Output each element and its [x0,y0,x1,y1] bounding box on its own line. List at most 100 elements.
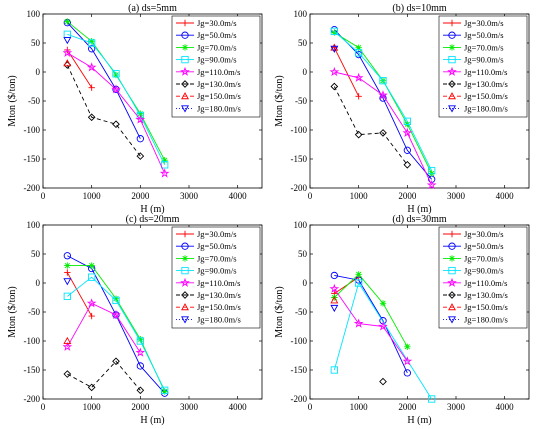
legend: Jg=30.0m/s Jg=50.0m/s Jg=70.0m/s Jg=90.0m/s… [438,226,528,329]
y-tick-label: 0 [303,278,308,288]
x-tick-label: 0 [308,191,313,201]
x-tick-label: 4000 [229,402,248,412]
legend-entry: Jg=50.0m/s [176,30,237,40]
x-tick-label: 2000 [398,191,417,201]
data-point [330,304,339,313]
data-point [330,43,339,51]
legend-label: Jg=30.0m/s [197,229,237,239]
y-tick-label: -200 [24,394,41,404]
legend-marker [447,66,457,76]
legend-label: Jg=70.0m/s [464,253,504,263]
legend-label: Jg=50.0m/s [197,241,237,251]
legend: Jg=30.0m/s Jg=50.0m/s Jg=70.0m/s Jg=90.0m/s… [438,15,528,118]
data-point [111,309,121,320]
legend-label: Jg=30.0m/s [464,229,504,239]
y-tick-label: -150 [24,154,41,164]
legend-marker [181,242,189,250]
data-point [329,283,340,293]
y-tick-label: 100 [27,9,41,19]
series-line [67,276,166,391]
x-axis-label: H (m) [140,204,164,215]
x-tick-label: 4000 [496,191,515,201]
x-tick-label: 3000 [180,191,199,201]
legend-marker [448,80,456,88]
legend-entry: Jg=50.0m/s [176,241,237,251]
y-tick-label: -50 [28,96,40,106]
data-point [136,386,145,395]
legend-entry: Jg=110.0m/s [443,66,507,77]
legend-label: Jg=180.0m/s [197,103,241,113]
y-tick-label: -100 [24,125,41,135]
legend-entry: Jg=180.0m/s [443,103,508,113]
series-line [67,52,166,174]
legend: Jg=30.0m/s Jg=50.0m/s Jg=70.0m/s Jg=90.0m/s… [171,15,261,118]
x-tick-label: 2000 [131,402,150,412]
legend-box [171,226,261,329]
legend-entry: Jg=180.0m/s [176,103,241,113]
legend-label: Jg=150.0m/s [464,91,508,101]
y-tick-label: 0 [36,67,41,77]
data-point [403,160,412,169]
legend-entry: Jg=110.0m/s [176,66,240,77]
legend-marker [181,105,189,113]
data-point [135,114,146,124]
chart-panel-1: 0 1000 2000 3000 4000 100 50 0 -50 -100 -150 -200 H … [7,3,263,215]
legend: Jg=30.0m/s Jg=50.0m/s Jg=70.0m/s Jg=90.0m/s… [171,226,261,329]
legend-marker [448,316,456,324]
y-tick-label: 0 [36,278,41,288]
series-line [334,273,408,348]
series-1 [64,269,95,320]
chart-panel-3: 0 1000 2000 3000 4000 100 50 0 -50 -100 -150 -200 H … [7,214,263,426]
chart-panel-4: 0 1000 2000 3000 4000 100 50 0 -50 -100 -150 -200 H … [274,214,530,426]
data-point [379,300,387,307]
data-point [161,386,169,394]
y-tick-label: -150 [24,365,41,375]
legend-marker [448,44,456,51]
legend-marker [181,44,189,51]
data-point [112,70,120,78]
series-line [334,71,433,186]
legend-entry: Jg=90.0m/s [176,266,237,276]
legend-entry: Jg=90.0m/s [443,55,504,65]
legend-label: Jg=50.0m/s [464,241,504,251]
legend-entry: Jg=180.0m/s [443,314,508,324]
data-point [63,292,71,300]
data-point [355,44,362,51]
series-6 [63,357,145,395]
legend-label: Jg=130.0m/s [464,79,508,89]
data-point [161,161,169,169]
legend-marker [448,55,456,64]
series-6 [379,377,387,386]
legend-entry: Jg=90.0m/s [176,55,237,65]
data-point [355,49,363,57]
data-point [354,130,363,139]
data-point [330,271,338,280]
legend-label: Jg=50.0m/s [197,30,237,40]
data-point [136,362,144,370]
legend-label: Jg=110.0m/s [464,67,507,77]
series-7 [330,296,339,304]
x-tick-label: 2000 [131,191,150,201]
data-point [330,27,338,36]
chart-title: (d) ds=30mm [392,214,446,225]
data-point [426,180,437,190]
y-tick-label: -100 [24,336,41,346]
data-point [403,369,411,377]
data-point [63,370,72,378]
data-point [137,110,144,117]
data-point [355,271,362,278]
data-point [88,312,95,320]
series-line [334,275,408,374]
data-point [428,166,436,175]
data-point [112,120,120,129]
data-point [330,366,338,374]
x-tick-label: 0 [41,191,46,201]
y-tick-label: -100 [291,336,308,346]
data-point [403,117,411,125]
data-point [159,168,170,178]
legend-entry: Jg=150.0m/s [443,302,508,312]
legend-label: Jg=180.0m/s [464,314,508,324]
series-6 [330,82,412,169]
legend-marker [448,242,456,250]
